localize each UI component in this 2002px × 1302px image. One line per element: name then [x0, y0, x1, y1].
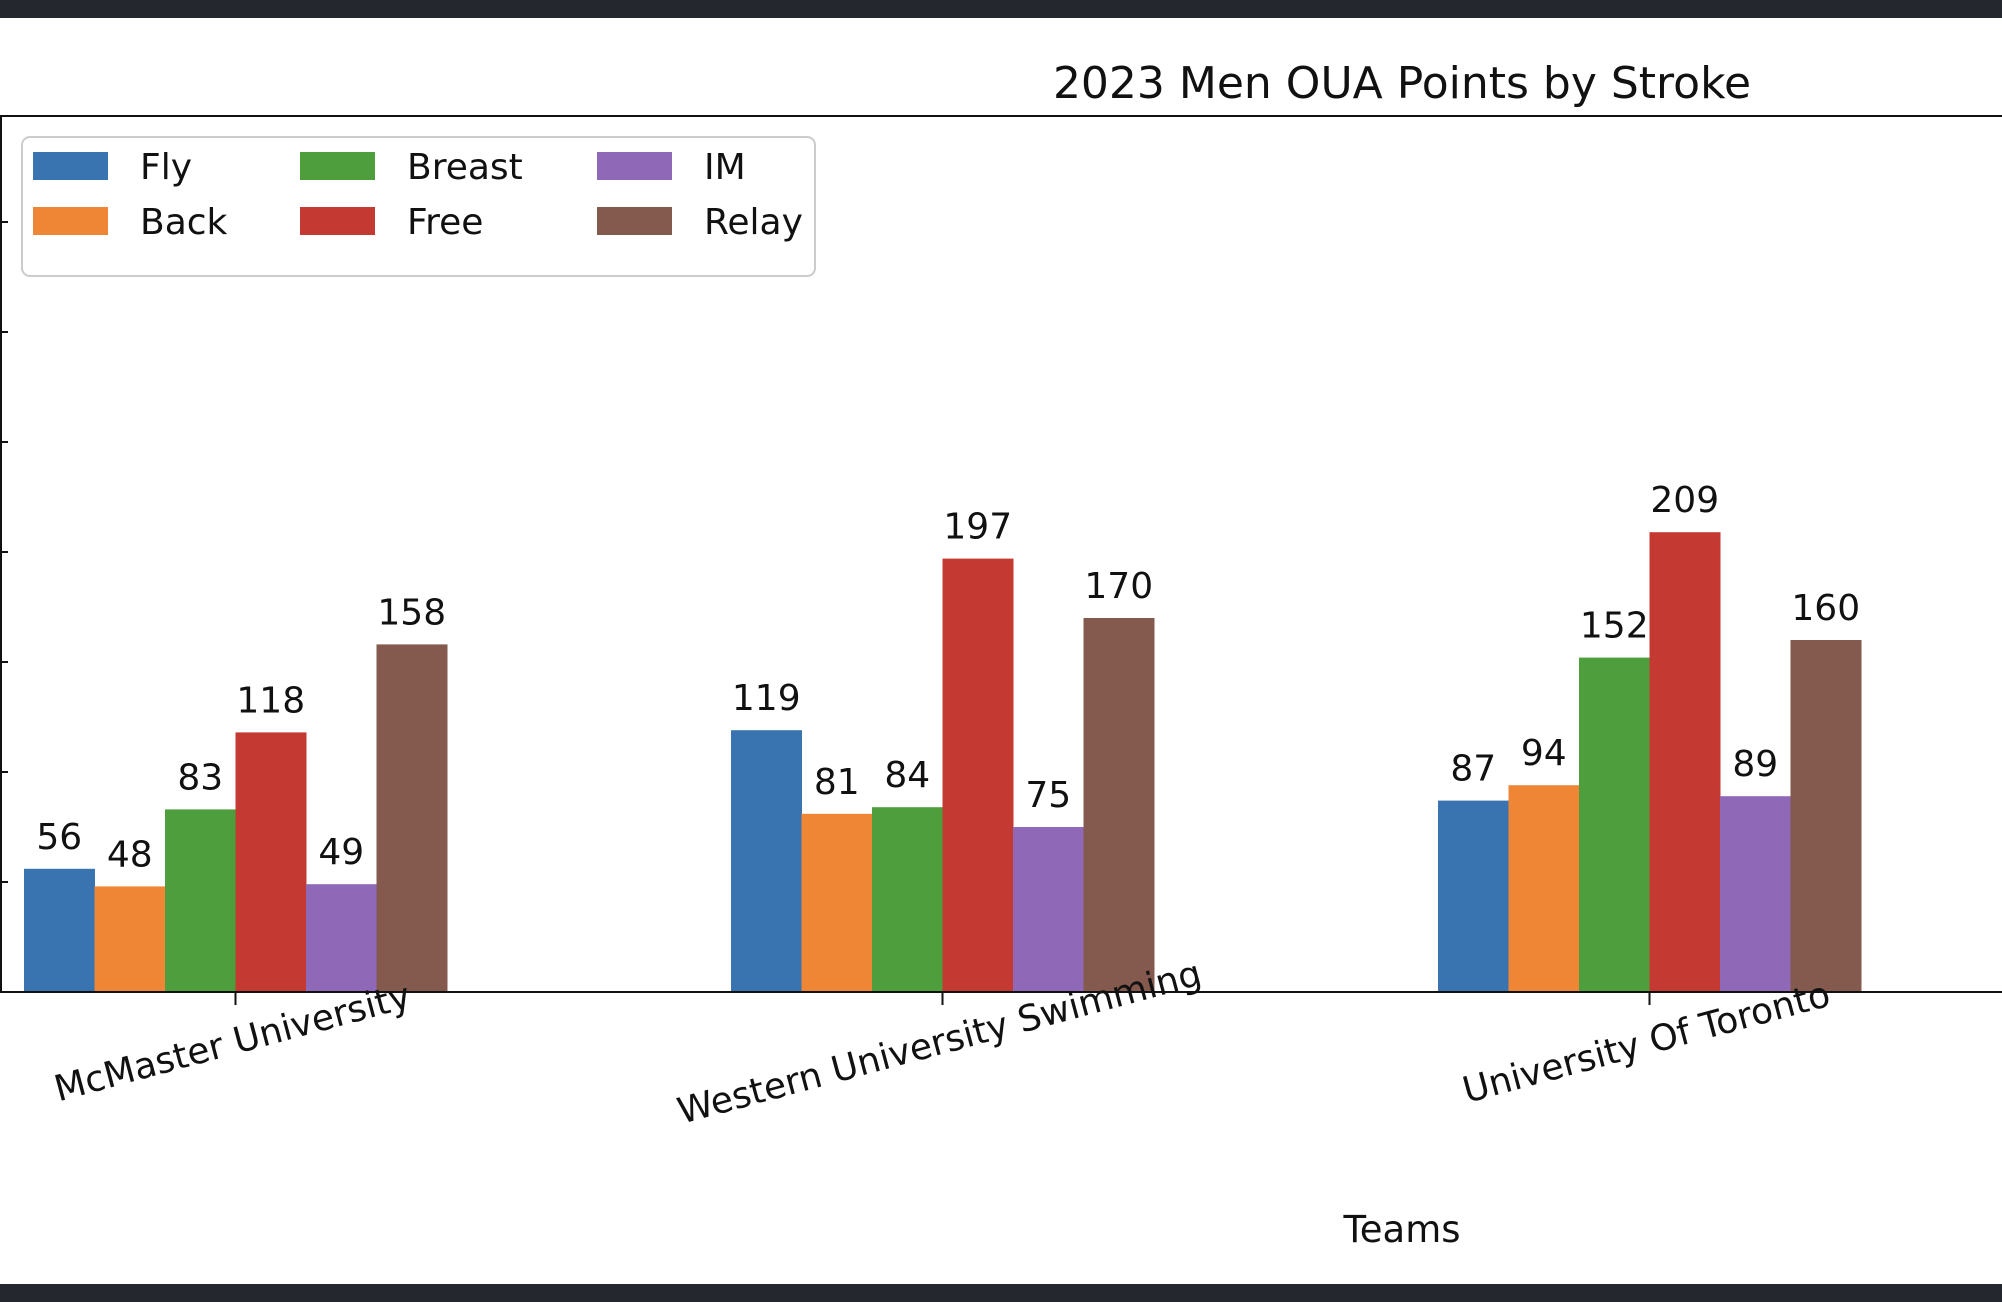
- bar-chart: 2023 Men OUA Points by Stroke Teams 56 11…: [0, 58, 2002, 1251]
- top-border-strip: [0, 0, 2002, 18]
- bar-fly-2: [1438, 800, 1509, 992]
- data-label: 209: [1650, 480, 1719, 521]
- data-label: 118: [236, 680, 305, 721]
- bar-back-2: [1508, 785, 1580, 992]
- bar-breast-1: [872, 807, 943, 992]
- x-tick-label: McMaster University: [50, 976, 415, 1111]
- legend-label: Free: [407, 202, 483, 243]
- data-label: 81: [814, 762, 860, 803]
- data-label: 56: [36, 817, 82, 858]
- bar-fly-0: [24, 868, 95, 992]
- data-label: 94: [1521, 733, 1567, 774]
- bar-breast-2: [1579, 657, 1650, 992]
- data-label: 84: [884, 755, 930, 796]
- bar-relay-1: [1083, 618, 1155, 992]
- bar-free-0: [235, 732, 307, 992]
- bar-free-1: [942, 558, 1014, 992]
- data-label: 160: [1791, 588, 1860, 629]
- x-axis-label: Teams: [1342, 1208, 1460, 1251]
- legend-swatch-breast: [300, 152, 375, 180]
- bar-breast-0: [165, 809, 236, 992]
- legend-label: Back: [140, 202, 228, 243]
- chart-title: 2023 Men OUA Points by Stroke: [1053, 58, 1751, 109]
- data-label: 87: [1450, 749, 1496, 790]
- legend-swatch-im: [597, 152, 672, 180]
- bar-back-1: [801, 813, 873, 992]
- bar-back-0: [94, 886, 166, 992]
- bar-relay-0: [376, 644, 448, 992]
- legend-label: Fly: [140, 147, 192, 188]
- data-label: 48: [107, 834, 153, 875]
- bar-im-0: [306, 884, 377, 992]
- bottom-border-strip: [0, 1284, 2002, 1302]
- legend-swatch-fly: [33, 152, 108, 180]
- data-label: 75: [1025, 775, 1071, 816]
- bar-free-2: [1649, 532, 1721, 992]
- legend-swatch-relay: [597, 207, 672, 235]
- data-label: 152: [1580, 606, 1649, 647]
- data-label: 83: [177, 757, 223, 798]
- bar-fly-1: [731, 730, 802, 992]
- x-tick-label: University Of Toronto: [1458, 974, 1834, 1112]
- data-label: 89: [1732, 744, 1778, 785]
- legend-label: Relay: [704, 202, 803, 243]
- data-label: 49: [318, 832, 364, 873]
- bar-im-1: [1013, 827, 1084, 992]
- legend-swatch-back: [33, 207, 108, 235]
- bar-im-2: [1720, 796, 1791, 992]
- data-label: 170: [1084, 566, 1153, 607]
- data-label: 158: [377, 592, 446, 633]
- plot-area: 56 119 87 48 81 94 83 84 152 118 197 209 49 75 89 158 17…: [0, 115, 2002, 1133]
- legend-label: IM: [704, 147, 746, 188]
- legend-label: Breast: [407, 147, 523, 188]
- data-label: 197: [943, 507, 1012, 548]
- data-label: 119: [732, 678, 801, 719]
- legend-swatch-free: [300, 207, 375, 235]
- bar-relay-2: [1790, 640, 1862, 992]
